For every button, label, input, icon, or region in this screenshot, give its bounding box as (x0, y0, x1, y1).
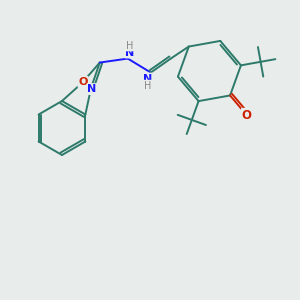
Text: N: N (143, 74, 152, 84)
Text: N: N (87, 84, 97, 94)
Text: O: O (242, 109, 252, 122)
Text: H: H (144, 81, 152, 91)
Text: O: O (78, 77, 88, 87)
Text: H: H (126, 40, 134, 51)
Text: N: N (125, 48, 134, 58)
